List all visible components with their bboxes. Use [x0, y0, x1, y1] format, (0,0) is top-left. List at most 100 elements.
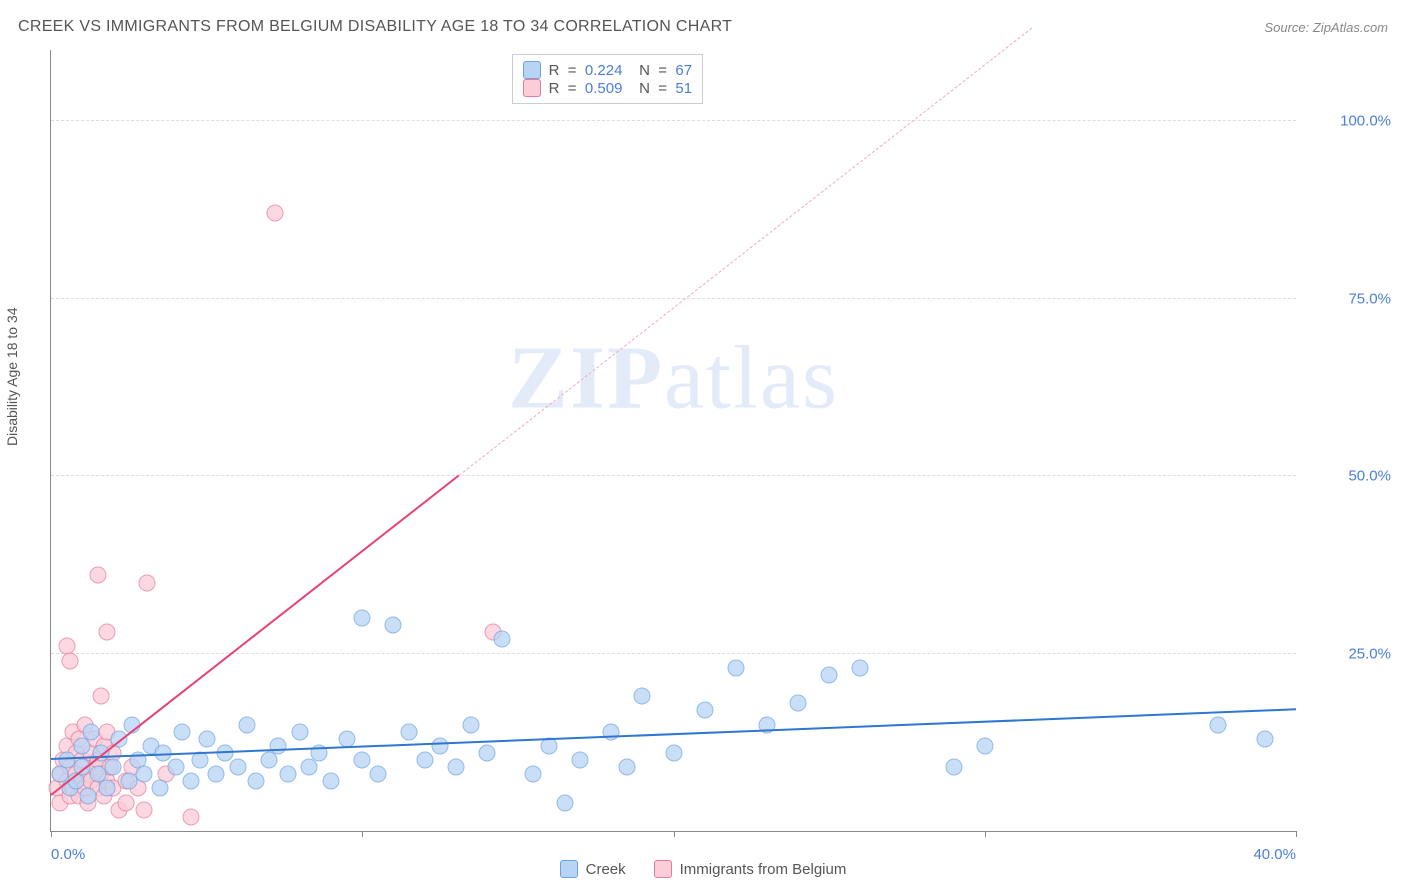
- data-point-creek: [385, 617, 402, 634]
- legend-label: Immigrants from Belgium: [680, 861, 847, 878]
- data-point-creek: [354, 752, 371, 769]
- data-point-creek: [478, 744, 495, 761]
- data-point-creek: [80, 787, 97, 804]
- data-point-creek: [416, 752, 433, 769]
- data-point-creek: [1256, 730, 1273, 747]
- data-point-creek: [105, 759, 122, 776]
- data-point-belgium: [58, 737, 75, 754]
- gridline: [51, 653, 1296, 654]
- data-point-creek: [239, 716, 256, 733]
- data-point-creek: [183, 773, 200, 790]
- swatch-belgium: [654, 860, 672, 878]
- data-point-belgium: [95, 787, 112, 804]
- data-point-belgium: [183, 808, 200, 825]
- y-axis-label: Disability Age 18 to 34: [4, 307, 20, 446]
- xtick: [985, 831, 986, 837]
- data-point-creek: [136, 766, 153, 783]
- legend-label: Creek: [586, 861, 626, 878]
- data-point-creek: [976, 737, 993, 754]
- data-point-belgium: [130, 780, 147, 797]
- data-point-belgium: [92, 688, 109, 705]
- trend-line: [50, 474, 459, 795]
- data-point-creek: [852, 659, 869, 676]
- data-point-creek: [279, 766, 296, 783]
- data-point-creek: [120, 773, 137, 790]
- data-point-creek: [270, 737, 287, 754]
- data-point-creek: [618, 759, 635, 776]
- data-point-creek: [354, 610, 371, 627]
- data-point-creek: [142, 737, 159, 754]
- data-point-belgium: [105, 780, 122, 797]
- data-point-creek: [207, 766, 224, 783]
- legend-item-creek: Creek: [560, 860, 626, 878]
- data-point-belgium: [89, 780, 106, 797]
- data-point-belgium: [61, 787, 78, 804]
- data-point-belgium: [139, 574, 156, 591]
- data-point-belgium: [77, 780, 94, 797]
- data-point-belgium: [52, 794, 69, 811]
- data-point-belgium: [117, 773, 134, 790]
- data-point-creek: [369, 766, 386, 783]
- data-point-belgium: [99, 773, 116, 790]
- data-point-belgium: [89, 567, 106, 584]
- data-point-belgium: [77, 716, 94, 733]
- data-point-creek: [229, 759, 246, 776]
- xtick: [362, 831, 363, 837]
- data-point-creek: [151, 780, 168, 797]
- gridline: [51, 475, 1296, 476]
- data-point-creek: [494, 631, 511, 648]
- swatch-creek: [523, 61, 541, 79]
- data-point-belgium: [136, 801, 153, 818]
- chart-title: CREEK VS IMMIGRANTS FROM BELGIUM DISABIL…: [18, 18, 732, 36]
- ytick-label: 75.0%: [1306, 290, 1391, 307]
- xtick: [51, 831, 52, 837]
- trend-line: [51, 708, 1296, 760]
- swatch-belgium: [523, 79, 541, 97]
- swatch-creek: [560, 860, 578, 878]
- source-label: Source: ZipAtlas.com: [1264, 20, 1388, 35]
- title-bar: CREEK VS IMMIGRANTS FROM BELGIUM DISABIL…: [18, 18, 1388, 36]
- data-point-belgium: [86, 730, 103, 747]
- data-point-creek: [1210, 716, 1227, 733]
- data-point-creek: [400, 723, 417, 740]
- data-point-belgium: [61, 652, 78, 669]
- bottom-legend: Creek Immigrants from Belgium: [0, 860, 1406, 878]
- data-point-belgium: [71, 730, 88, 747]
- data-point-creek: [432, 737, 449, 754]
- data-point-creek: [173, 723, 190, 740]
- data-point-belgium: [123, 759, 140, 776]
- data-point-creek: [790, 695, 807, 712]
- data-point-belgium: [267, 205, 284, 222]
- data-point-belgium: [64, 723, 81, 740]
- data-point-belgium: [71, 787, 88, 804]
- watermark: ZIPatlas: [508, 327, 839, 430]
- data-point-creek: [447, 759, 464, 776]
- data-point-creek: [634, 688, 651, 705]
- data-point-creek: [338, 730, 355, 747]
- data-point-creek: [89, 766, 106, 783]
- data-point-belgium: [158, 766, 175, 783]
- data-point-belgium: [111, 801, 128, 818]
- data-point-belgium: [484, 624, 501, 641]
- data-point-belgium: [92, 766, 109, 783]
- legend-item-belgium: Immigrants from Belgium: [654, 860, 847, 878]
- data-point-belgium: [117, 794, 134, 811]
- data-point-creek: [821, 666, 838, 683]
- data-point-creek: [665, 744, 682, 761]
- data-point-belgium: [99, 723, 116, 740]
- data-point-creek: [727, 659, 744, 676]
- data-point-creek: [525, 766, 542, 783]
- gridline: [51, 120, 1296, 121]
- data-point-creek: [260, 752, 277, 769]
- stats-row: R = 0.224 N = 67: [523, 61, 692, 79]
- data-point-belgium: [55, 752, 72, 769]
- xtick: [1296, 831, 1297, 837]
- data-point-creek: [99, 780, 116, 797]
- data-point-creek: [572, 752, 589, 769]
- data-point-belgium: [99, 624, 116, 641]
- data-point-creek: [74, 737, 91, 754]
- data-point-creek: [945, 759, 962, 776]
- plot-area: ZIPatlas 25.0%50.0%75.0%100.0%0.0%40.0%R…: [50, 50, 1296, 832]
- data-point-creek: [696, 702, 713, 719]
- data-point-creek: [83, 723, 100, 740]
